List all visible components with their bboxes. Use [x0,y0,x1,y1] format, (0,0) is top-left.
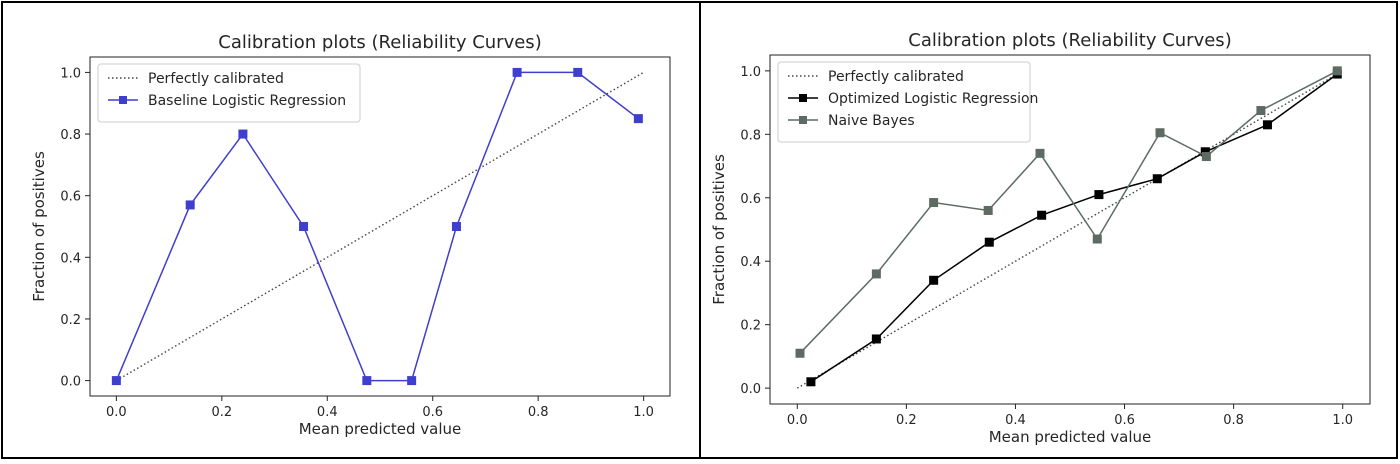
x-tick-label: 0.6 [1114,413,1135,428]
data-point-baseline-logistic-regression [111,376,121,386]
plot-area: Calibration plots (Reliability Curves) 0.… [30,32,671,438]
legend-label-baseline-logistic-regression: Baseline Logistic Regression [148,93,346,109]
data-point-baseline-logistic-regression [407,376,417,386]
series-line-optimized-logistic-regression [810,73,1338,383]
y-tick-label: 0.2 [60,313,81,328]
y-tick-label: 0.0 [60,375,81,390]
series-line-perfectly-calibrated [116,71,644,382]
legend-label-naive-bayes: Naive Bayes [828,113,915,129]
y-axis-label: Fraction of positives [710,154,728,305]
y-tick-label: 1.0 [740,65,761,80]
x-tick-label: 0.8 [528,405,549,420]
data-point-baseline-logistic-regression [512,67,522,77]
data-point-naive-bayes [1332,66,1342,76]
y-tick-label: 0.8 [740,128,761,143]
series-line-perfectly-calibrated [796,70,1344,389]
x-tick-label: 0.2 [211,405,232,420]
data-point-naive-bayes [871,269,881,279]
data-point-naive-bayes [1155,128,1165,138]
optimized-calibration-chart: Calibration plots (Reliability Curves) 0.… [710,30,1371,446]
data-point-baseline-logistic-regression [299,222,309,231]
baseline-calibration-chart: Calibration plots (Reliability Curves) 0.… [30,32,671,438]
chart-title: Calibration plots (Reliability Curves) [908,30,1231,51]
data-point-baseline-logistic-regression [573,67,583,77]
y-tick-label: 0.2 [740,319,761,334]
x-tick-label: 0.6 [422,405,443,420]
x-tick-label: 0.0 [787,413,808,428]
data-point-optimized-logistic-regression [1094,190,1104,200]
legend-box [777,61,1031,143]
series-line-naive-bayes [799,70,1338,354]
y-axis-label: Fraction of positives [30,151,48,302]
x-tick-label: 1.0 [633,405,654,420]
x-axis-label: Mean predicted value [989,428,1152,446]
plot-area: Calibration plots (Reliability Curves) 0.… [710,30,1371,446]
x-tick-label: 0.8 [1223,413,1244,428]
data-point-baseline-logistic-regression [633,114,643,124]
chart-title: Calibration plots (Reliability Curves) [218,32,541,53]
data-point-baseline-logistic-regression [185,200,195,210]
data-point-naive-bayes [1035,148,1045,158]
legend-box [97,63,361,123]
y-tick-label: 1.0 [60,66,81,81]
data-point-optimized-logistic-regression [1152,174,1162,184]
series-line-baseline-logistic-regression [115,71,639,382]
x-tick-label: 0.2 [896,413,917,428]
y-tick-label: 0.6 [740,192,761,207]
data-point-optimized-logistic-regression [929,275,939,285]
y-tick-label: 0.4 [740,255,761,270]
legend-label-perfectly-calibrated: Perfectly calibrated [828,69,964,85]
data-point-optimized-logistic-regression [871,334,881,344]
x-tick-label: 0.0 [106,405,127,420]
data-point-baseline-logistic-regression [362,376,372,386]
legend-marker-optimized-logistic-regression [799,94,807,102]
data-point-naive-bayes [983,205,993,215]
y-tick-label: 0.8 [60,128,81,143]
x-tick-label: 0.4 [317,405,338,420]
x-tick-label: 1.0 [1332,413,1353,428]
data-point-naive-bayes [929,198,939,208]
y-tick-label: 0.6 [60,190,81,205]
data-point-naive-bayes [1092,234,1102,244]
legend-label-perfectly-calibrated: Perfectly calibrated [148,71,284,87]
legend-marker-baseline-logistic-regression [119,96,127,104]
data-point-optimized-logistic-regression [984,237,994,247]
legend-label-optimized-logistic-regression: Optimized Logistic Regression [828,91,1038,107]
data-point-naive-bayes [1201,152,1211,162]
x-tick-label: 0.4 [1005,413,1026,428]
data-point-baseline-logistic-regression [238,129,248,139]
data-point-optimized-logistic-regression [806,377,816,387]
x-axis-label: Mean predicted value [299,420,462,438]
legend-marker-naive-bayes [799,116,807,124]
data-point-optimized-logistic-regression [1262,120,1272,130]
axes-frame [769,54,1371,405]
data-point-naive-bayes [795,348,805,358]
data-point-optimized-logistic-regression [1037,210,1047,220]
y-tick-label: 0.4 [60,251,81,266]
data-point-baseline-logistic-regression [451,222,461,231]
data-point-naive-bayes [1256,106,1266,116]
y-tick-label: 0.0 [740,382,761,397]
axes-frame [89,56,671,397]
